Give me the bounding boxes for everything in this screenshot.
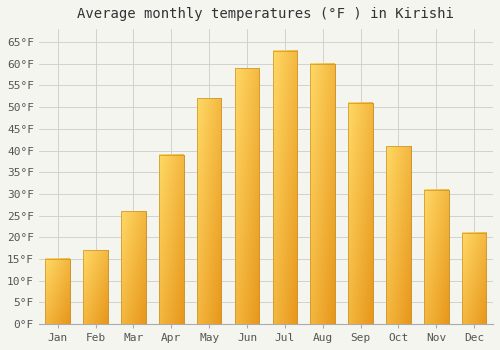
Bar — [234, 68, 260, 324]
Bar — [310, 64, 335, 324]
Bar — [121, 211, 146, 324]
Bar — [424, 190, 448, 324]
Bar — [234, 68, 260, 324]
Bar — [46, 259, 70, 324]
Bar — [272, 51, 297, 324]
Bar — [462, 233, 486, 324]
Bar — [46, 259, 70, 324]
Bar — [84, 250, 108, 324]
Bar — [272, 51, 297, 324]
Bar — [348, 103, 373, 324]
Bar — [462, 233, 486, 324]
Bar — [386, 146, 410, 324]
Bar — [348, 103, 373, 324]
Bar — [424, 190, 448, 324]
Bar — [310, 64, 335, 324]
Bar — [159, 155, 184, 324]
Bar — [121, 211, 146, 324]
Bar — [197, 98, 222, 324]
Bar — [197, 98, 222, 324]
Title: Average monthly temperatures (°F ) in Kirishi: Average monthly temperatures (°F ) in Ki… — [78, 7, 454, 21]
Bar — [386, 146, 410, 324]
Bar — [159, 155, 184, 324]
Bar — [84, 250, 108, 324]
